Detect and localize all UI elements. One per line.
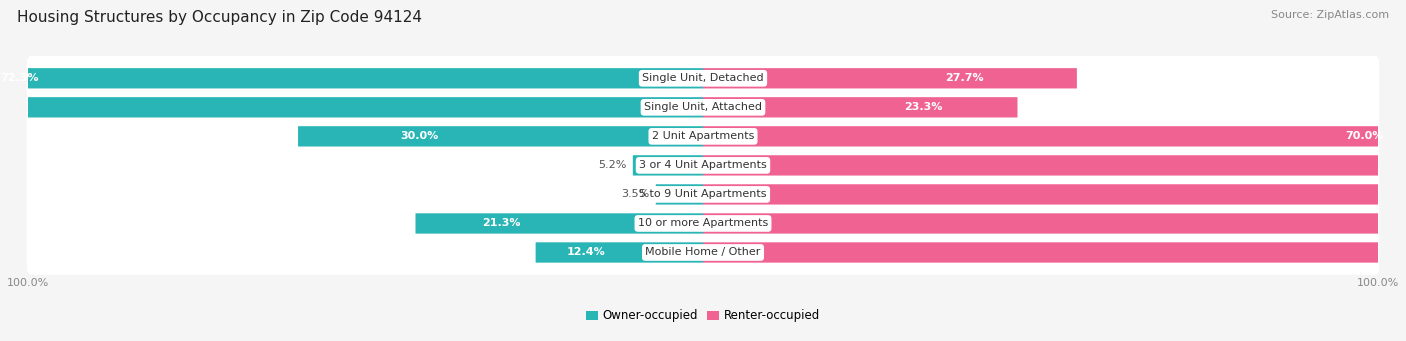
FancyBboxPatch shape xyxy=(27,201,1379,246)
FancyBboxPatch shape xyxy=(703,242,1406,263)
Text: 70.0%: 70.0% xyxy=(1346,131,1384,142)
FancyBboxPatch shape xyxy=(703,97,1018,118)
Text: 2 Unit Apartments: 2 Unit Apartments xyxy=(652,131,754,142)
FancyBboxPatch shape xyxy=(655,184,703,205)
Legend: Owner-occupied, Renter-occupied: Owner-occupied, Renter-occupied xyxy=(581,305,825,327)
Text: 3.5%: 3.5% xyxy=(621,189,650,199)
FancyBboxPatch shape xyxy=(27,172,1379,217)
Text: 23.3%: 23.3% xyxy=(904,102,942,112)
Text: Source: ZipAtlas.com: Source: ZipAtlas.com xyxy=(1271,10,1389,20)
FancyBboxPatch shape xyxy=(703,68,1077,88)
Text: 30.0%: 30.0% xyxy=(401,131,439,142)
Text: 3 or 4 Unit Apartments: 3 or 4 Unit Apartments xyxy=(640,160,766,170)
Text: 72.3%: 72.3% xyxy=(0,73,39,83)
Text: 10 or more Apartments: 10 or more Apartments xyxy=(638,219,768,228)
FancyBboxPatch shape xyxy=(703,213,1406,234)
FancyBboxPatch shape xyxy=(703,184,1406,205)
Text: 21.3%: 21.3% xyxy=(482,219,522,228)
FancyBboxPatch shape xyxy=(27,143,1379,188)
Text: 27.7%: 27.7% xyxy=(945,73,984,83)
FancyBboxPatch shape xyxy=(27,56,1379,101)
Text: 5 to 9 Unit Apartments: 5 to 9 Unit Apartments xyxy=(640,189,766,199)
FancyBboxPatch shape xyxy=(703,126,1406,147)
FancyBboxPatch shape xyxy=(703,155,1406,176)
FancyBboxPatch shape xyxy=(416,213,703,234)
FancyBboxPatch shape xyxy=(633,155,703,176)
Text: 5.2%: 5.2% xyxy=(598,160,626,170)
Text: Single Unit, Attached: Single Unit, Attached xyxy=(644,102,762,112)
FancyBboxPatch shape xyxy=(27,85,1379,130)
FancyBboxPatch shape xyxy=(0,97,703,118)
FancyBboxPatch shape xyxy=(536,242,703,263)
FancyBboxPatch shape xyxy=(27,230,1379,275)
Text: Single Unit, Detached: Single Unit, Detached xyxy=(643,73,763,83)
FancyBboxPatch shape xyxy=(0,68,703,88)
FancyBboxPatch shape xyxy=(27,114,1379,159)
FancyBboxPatch shape xyxy=(298,126,703,147)
Text: 12.4%: 12.4% xyxy=(567,248,605,257)
Text: Housing Structures by Occupancy in Zip Code 94124: Housing Structures by Occupancy in Zip C… xyxy=(17,10,422,25)
Text: Mobile Home / Other: Mobile Home / Other xyxy=(645,248,761,257)
